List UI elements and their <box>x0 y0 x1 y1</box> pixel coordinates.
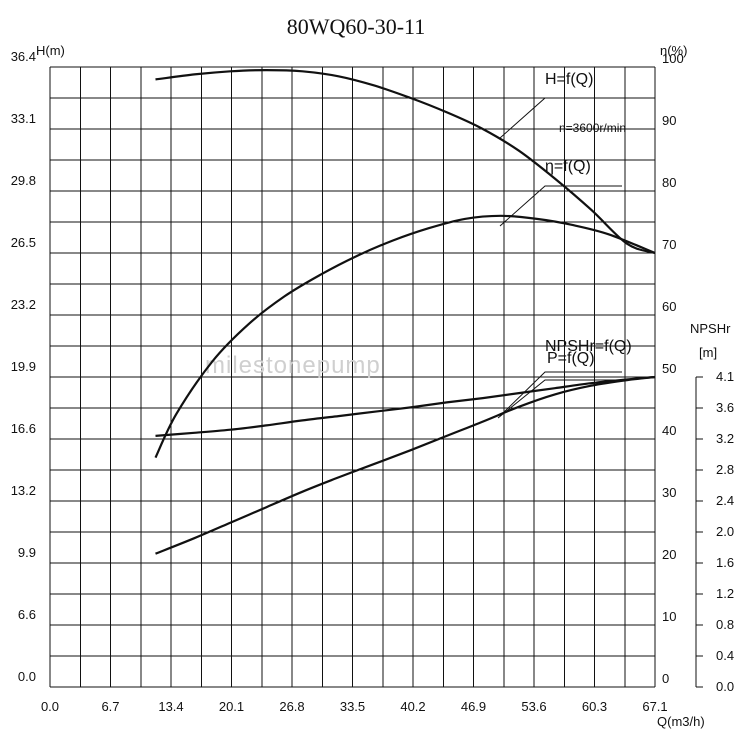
head-leader <box>499 97 622 139</box>
npshr-axis-title: NPSHr <box>690 321 731 336</box>
left-axis-title: H(m) <box>36 43 65 58</box>
left-tick-label: 9.9 <box>18 545 36 560</box>
left-tick-label: 0.0 <box>18 669 36 684</box>
npshr-tick-label: 1.2 <box>716 586 734 601</box>
npshr-tick-label: 0.0 <box>716 679 734 694</box>
left-tick-label: 16.6 <box>11 421 36 436</box>
npshr-tick-label: 0.4 <box>716 648 734 663</box>
right-tick-label: 10 <box>662 609 676 624</box>
right-tick-label: 20 <box>662 547 676 562</box>
x-tick-label: 53.6 <box>521 699 546 714</box>
left-tick-label: 26.5 <box>11 235 36 250</box>
left-tick-label: 33.1 <box>11 111 36 126</box>
npshr-curve <box>155 375 656 437</box>
x-tick-label: 33.5 <box>340 699 365 714</box>
curve-label-head: H=f(Q) <box>545 71 593 88</box>
npshr-tick-label: 3.6 <box>716 400 734 415</box>
efficiency-leader <box>499 185 622 227</box>
npshr-tick-label: 2.0 <box>716 524 734 539</box>
left-tick-label: 23.2 <box>11 297 36 312</box>
speed-note: n=3600r/min <box>559 121 626 135</box>
npshr-tick-label: 2.4 <box>716 493 734 508</box>
chart-title: 80WQ60-30-11 <box>287 14 426 39</box>
right-tick-label: 0 <box>662 671 669 686</box>
curves <box>154 68 656 555</box>
curve-label-npshr: NPSHr=f(Q) <box>545 338 632 355</box>
watermark: milestonepump <box>205 352 381 379</box>
right-tick-label: 30 <box>662 485 676 500</box>
x-tick-label: 40.2 <box>400 699 425 714</box>
curve-label-efficiency: η=f(Q) <box>545 158 591 175</box>
npshr-axis-unit: [m] <box>699 345 717 360</box>
npshr-tick-label: 3.2 <box>716 431 734 446</box>
tick-labels: 0.0 6.7 13.4 20.1 26.8 33.5 40.2 46.9 53.6 60.3 67… <box>11 49 734 714</box>
x-tick-label: 60.3 <box>582 699 607 714</box>
npshr-tick-label: 0.8 <box>716 617 734 632</box>
right-tick-label: 70 <box>662 237 676 252</box>
left-tick-label: 6.6 <box>18 607 36 622</box>
x-axis-title: Q(m3/h) <box>657 714 705 729</box>
right-tick-label: 50 <box>662 361 676 376</box>
left-tick-label: 19.9 <box>11 359 36 374</box>
head-curve <box>155 68 656 255</box>
power-curve <box>155 375 656 555</box>
npshr-tick-label: 1.6 <box>716 555 734 570</box>
x-tick-label: 67.1 <box>642 699 667 714</box>
grid <box>49 66 656 688</box>
curve-label-power: P=f(Q) <box>547 350 595 367</box>
curve-leaders <box>497 97 622 419</box>
right-axis-title: η(%) <box>660 43 687 58</box>
right-tick-label: 100 <box>662 51 684 66</box>
npshr-leader <box>499 371 622 417</box>
right-tick-label: 60 <box>662 299 676 314</box>
right-tick-label: 40 <box>662 423 676 438</box>
x-tick-label: 20.1 <box>219 699 244 714</box>
right-tick-label: 90 <box>662 113 676 128</box>
efficiency-curve <box>154 214 656 459</box>
npshr-tick-label: 2.8 <box>716 462 734 477</box>
left-tick-label: 36.4 <box>11 49 36 64</box>
x-tick-label: 13.4 <box>158 699 183 714</box>
left-tick-label: 13.2 <box>11 483 36 498</box>
right-tick-label: 80 <box>662 175 676 190</box>
power-leader <box>497 379 622 419</box>
left-tick-label: 29.8 <box>11 173 36 188</box>
x-tick-label: 6.7 <box>101 699 119 714</box>
npshr-tick-label: 4.1 <box>716 369 734 384</box>
x-tick-label: 46.9 <box>461 699 486 714</box>
x-tick-label: 0.0 <box>41 699 59 714</box>
x-tick-label: 26.8 <box>279 699 304 714</box>
